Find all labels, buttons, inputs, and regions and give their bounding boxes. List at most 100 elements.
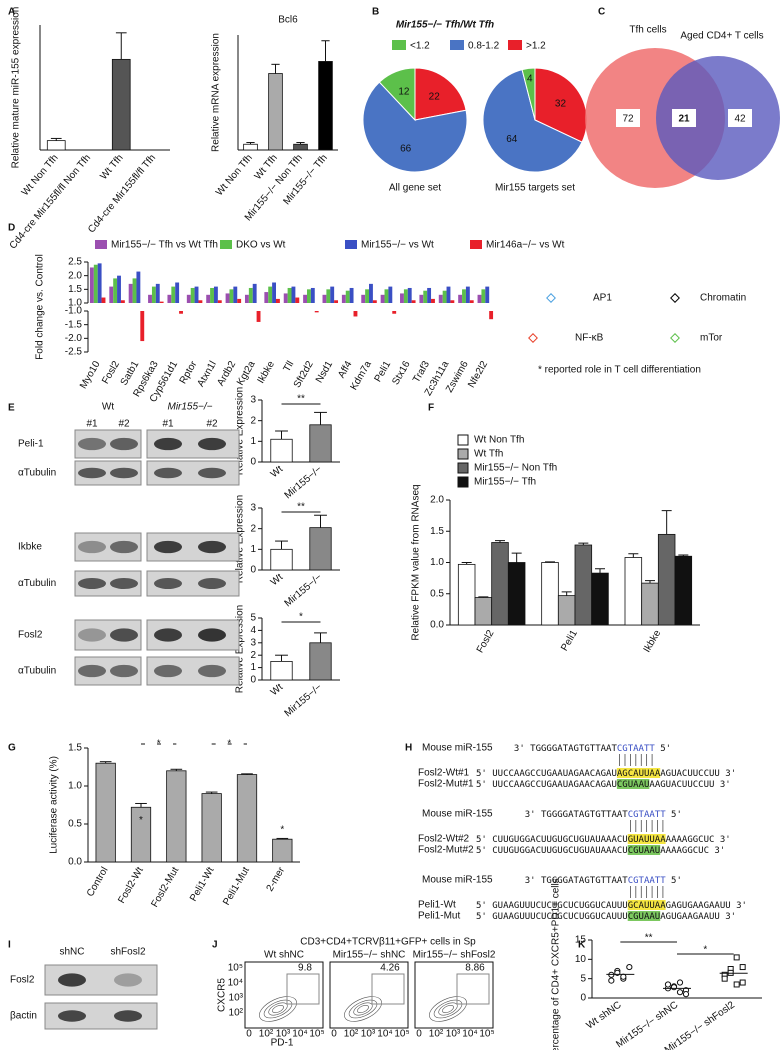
y-axis-label: Relative mature miR-155 expression bbox=[11, 7, 22, 169]
x-tick-label: Ardb2 bbox=[215, 359, 238, 388]
error-bar bbox=[205, 791, 218, 794]
bar bbox=[591, 572, 609, 626]
error-bar bbox=[275, 430, 288, 440]
bar bbox=[474, 597, 493, 626]
legend-label: AP1 bbox=[593, 293, 612, 304]
band bbox=[154, 437, 182, 451]
significance: * bbox=[280, 825, 284, 836]
bar bbox=[657, 533, 676, 626]
bar bbox=[233, 286, 238, 303]
y-tick-label: 2 bbox=[250, 523, 256, 534]
error-bar bbox=[461, 562, 472, 565]
utr-sequence: 5' CUUGUGGACUUGUGCUGUAUAAACUGUAUUAAAAAAG… bbox=[476, 835, 731, 845]
axis-label: CXCR5 bbox=[217, 978, 228, 1012]
point bbox=[733, 981, 740, 988]
bar bbox=[411, 300, 416, 303]
point bbox=[739, 964, 746, 971]
x-tick-label: Wt shNC bbox=[584, 1000, 623, 1032]
x-tick-label: 10⁵ bbox=[394, 1029, 409, 1040]
bar bbox=[272, 838, 293, 863]
error-bar bbox=[246, 142, 255, 145]
point bbox=[620, 973, 627, 980]
lane-label: #1 bbox=[162, 419, 174, 430]
seq-part: GAGUGAAGAAUU 3' bbox=[666, 901, 747, 911]
site-highlight bbox=[627, 911, 661, 921]
point bbox=[676, 989, 684, 996]
legend-swatch bbox=[220, 240, 232, 249]
construct-name: Peli1-Wt bbox=[418, 900, 456, 911]
x-tick-label: 10⁵ bbox=[309, 1029, 324, 1040]
y-tick-label: 0.0 bbox=[430, 620, 444, 631]
legend-swatch bbox=[392, 40, 406, 50]
axis-label: PD-1 bbox=[271, 1038, 294, 1049]
error-bar bbox=[275, 540, 288, 550]
construct-name: Fosl2-Mut#2 bbox=[418, 845, 474, 856]
legend-swatch bbox=[457, 462, 469, 474]
bar bbox=[117, 275, 121, 303]
bar bbox=[198, 300, 203, 303]
y-tick-label: 2.0 bbox=[68, 270, 82, 281]
band bbox=[198, 578, 226, 589]
bar bbox=[186, 294, 191, 303]
legend-label: DKO vs Wt bbox=[236, 240, 286, 251]
x-tick-label: 10³ bbox=[446, 1029, 461, 1040]
point bbox=[608, 977, 615, 984]
bar bbox=[206, 294, 211, 303]
seq-part: 5' bbox=[655, 744, 671, 754]
contour bbox=[433, 999, 463, 1019]
y-tick-label: 10⁵ bbox=[228, 963, 243, 974]
seq-part: AAAAGGCUC 3' bbox=[666, 835, 731, 845]
band bbox=[198, 628, 226, 642]
bar bbox=[179, 311, 183, 314]
legend-label: >1.2 bbox=[526, 41, 546, 52]
error-bar bbox=[578, 542, 589, 545]
legend-label: NF-κB bbox=[575, 333, 604, 344]
bar bbox=[361, 294, 366, 303]
band bbox=[58, 1010, 86, 1022]
bar bbox=[353, 311, 358, 317]
bar bbox=[491, 542, 509, 626]
x-tick-label: 10² bbox=[344, 1029, 359, 1040]
bar bbox=[175, 282, 180, 303]
bar bbox=[264, 292, 269, 303]
mirna-name: Mouse miR-155 bbox=[422, 809, 493, 820]
band bbox=[110, 664, 138, 678]
band bbox=[58, 973, 86, 987]
pie-slice bbox=[362, 81, 468, 173]
row-label: Peli-1 bbox=[18, 439, 44, 450]
legend-label: <1.2 bbox=[410, 41, 430, 52]
seq-part: 5' CUUGUGGACUUGUGCUGUAUAAACU bbox=[476, 846, 628, 856]
seq-site: GUAUUAA bbox=[628, 835, 667, 845]
y-axis-label: Relative FPKM value from RNAseq bbox=[411, 484, 422, 640]
contour bbox=[429, 996, 467, 1022]
bar bbox=[111, 58, 131, 151]
legend-swatch bbox=[470, 240, 482, 249]
bar bbox=[268, 73, 283, 151]
gate bbox=[456, 973, 490, 1005]
band bbox=[78, 664, 106, 678]
band bbox=[198, 467, 226, 479]
error-bar bbox=[275, 654, 288, 662]
seq-site: CGTAATT bbox=[628, 876, 667, 886]
x-tick-label: 10⁴ bbox=[292, 1029, 307, 1040]
pie-slice bbox=[378, 67, 416, 122]
band bbox=[114, 973, 142, 987]
y-tick-label: 1 bbox=[250, 436, 256, 447]
legend-swatch bbox=[345, 240, 357, 249]
legend-swatch bbox=[457, 434, 469, 446]
bar bbox=[166, 770, 187, 863]
data-label: 4 bbox=[527, 73, 533, 84]
panel-letter: F bbox=[428, 403, 434, 414]
bar bbox=[469, 300, 474, 303]
y-tick-label: 1.5 bbox=[68, 743, 82, 754]
point bbox=[626, 963, 633, 971]
legend-marker bbox=[546, 293, 556, 303]
legend-label: Chromatin bbox=[700, 293, 746, 304]
bar bbox=[309, 424, 332, 463]
seq-part: AGUACUUCCUU 3' bbox=[660, 769, 736, 779]
band bbox=[198, 664, 226, 678]
y-axis-label: Fold change vs. Control bbox=[35, 254, 46, 360]
error-bar bbox=[561, 591, 572, 596]
error-bar bbox=[50, 137, 62, 141]
